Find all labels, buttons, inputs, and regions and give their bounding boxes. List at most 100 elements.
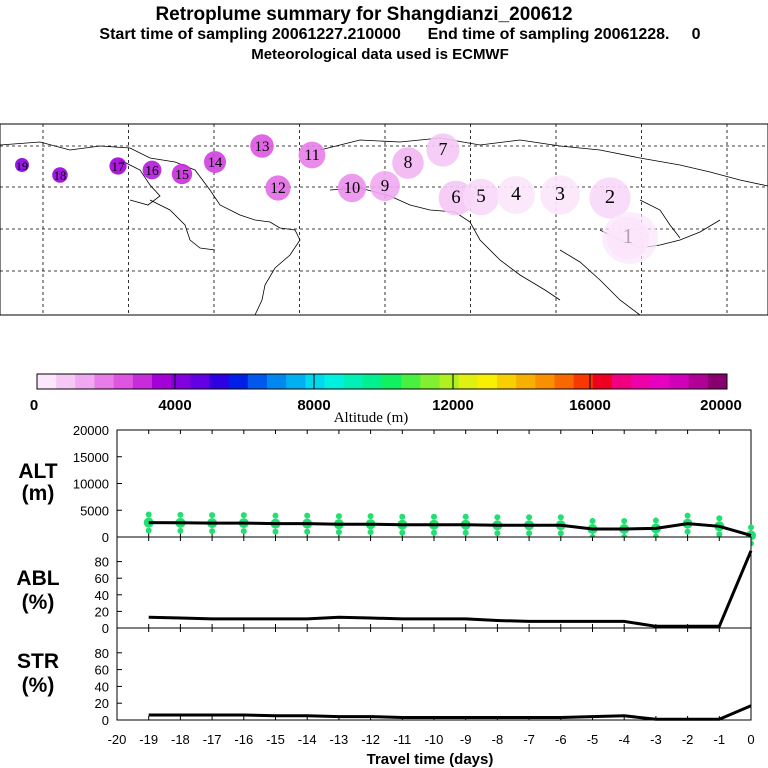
altitude-point	[652, 517, 659, 524]
x-tick-label: -1	[714, 732, 726, 747]
x-tick-label: -3	[650, 732, 662, 747]
plume-marker	[109, 157, 127, 175]
altitude-point	[557, 530, 564, 537]
x-tick-label: -16	[234, 732, 253, 747]
colorbar-cell	[420, 374, 440, 389]
colorbar-cell	[209, 374, 230, 389]
y-tick-label: 60	[95, 571, 109, 586]
altitude-point	[557, 514, 564, 521]
colorbar-cell	[707, 374, 728, 389]
y-tick-label: 20000	[73, 423, 109, 438]
x-tick-label: -11	[393, 732, 411, 747]
plume-label: 8	[404, 152, 413, 172]
sampling-time: Start time of sampling 20061227.210000 E…	[99, 26, 701, 43]
colorbar-cell	[669, 374, 690, 389]
panel-unit: (%)	[22, 674, 55, 697]
series-line	[148, 550, 753, 628]
x-tick-label: -19	[139, 732, 158, 747]
colorbar-cell	[324, 374, 345, 389]
plume-label: 2	[605, 186, 615, 208]
plume-marker	[426, 133, 460, 167]
plume-label: 12	[270, 180, 286, 197]
plume-label: 5	[476, 186, 486, 207]
x-tick-label: -14	[298, 732, 317, 747]
altitude-point	[716, 531, 723, 538]
plume-marker	[370, 171, 400, 201]
altitude-point	[177, 511, 184, 518]
altitude-point	[304, 512, 311, 519]
colorbar-tick-labels: 0 4000 8000 12000 16000 20000	[30, 397, 742, 414]
altitude-point	[272, 528, 279, 535]
altitude-point	[462, 513, 469, 520]
x-tick-label: -2	[682, 732, 694, 747]
x-tick-label: -17	[203, 732, 222, 747]
time-series-panels: ALT(m)20000150001000050000ABL(%)80604020…	[16, 423, 756, 747]
plume-marker	[462, 178, 500, 216]
colorbar-cell	[94, 374, 115, 389]
panel-alt: ALT(m) 20000 15000 10000 5000 0	[18, 423, 756, 547]
altitude-point	[367, 529, 374, 536]
y-tick-label: 80	[95, 646, 109, 661]
plume-marker	[171, 163, 193, 185]
colorbar-tick-label: 0	[30, 397, 38, 414]
plume-marker	[15, 158, 29, 172]
colorbar-cell	[152, 374, 172, 389]
plume-label: 6	[451, 188, 460, 208]
y-tick-label: 15000	[73, 450, 109, 465]
x-tick-label: -5	[587, 732, 599, 747]
altitude-point	[145, 511, 152, 518]
plume-label: 15	[175, 168, 189, 183]
plume-label: 11	[304, 147, 319, 164]
colorbar-tick-label: 4000	[158, 397, 191, 414]
plume-marker	[540, 175, 580, 215]
y-tick-label: 60	[95, 663, 109, 678]
plume-label: 9	[381, 176, 390, 195]
x-tick-label: -8	[492, 732, 504, 747]
y-tick-label: 40	[95, 679, 109, 694]
altitude-colorbar	[36, 373, 728, 390]
y-tick-label: 20	[95, 696, 109, 711]
x-tick-label: -7	[523, 732, 535, 747]
colorbar-cell	[113, 374, 134, 389]
series-line	[148, 704, 752, 721]
altitude-point	[621, 517, 628, 524]
altitude-point	[399, 513, 406, 520]
map-frame	[0, 123, 768, 316]
altitude-point	[209, 512, 216, 519]
colorbar-cell	[56, 374, 76, 389]
colorbar-cell	[592, 374, 613, 389]
plume-marker	[392, 147, 424, 179]
y-tick-label: 0	[102, 621, 109, 636]
panel-unit: (m)	[22, 482, 55, 505]
altitude-point	[431, 513, 437, 520]
y-tick-label: 0	[102, 530, 109, 545]
plume-label: 4	[511, 184, 521, 205]
panel-title: STR	[17, 650, 59, 673]
colorbar-cell	[477, 374, 498, 389]
plume-marker	[497, 176, 535, 214]
x-axis-label: Travel time (days)	[367, 751, 494, 768]
plume-label: 19	[16, 159, 28, 173]
y-tick-label: 0	[102, 713, 109, 728]
colorbar-cell	[286, 374, 306, 389]
plume-marker	[142, 160, 162, 180]
panel-title: ALT	[18, 460, 57, 483]
x-tick-label: -12	[361, 732, 380, 747]
retroplume-map: 19181716151413121110987654321	[0, 123, 768, 316]
altitude-point	[684, 528, 691, 535]
plume-marker	[204, 151, 226, 173]
altitude-point	[684, 512, 691, 519]
altitude-point	[335, 529, 342, 536]
colorbar-cell	[305, 374, 325, 389]
x-tick-label: -18	[171, 732, 190, 747]
altitude-point	[209, 528, 216, 535]
panel-frame	[116, 627, 752, 721]
colorbar-cell	[382, 374, 402, 389]
x-tick-label: -6	[555, 732, 567, 747]
altitude-point	[431, 529, 437, 536]
altitude-point	[240, 528, 247, 535]
plume-label: 17	[112, 159, 126, 174]
colorbar-cell	[497, 374, 517, 389]
panel-frame	[116, 536, 752, 629]
colorbar-cell	[228, 374, 249, 389]
